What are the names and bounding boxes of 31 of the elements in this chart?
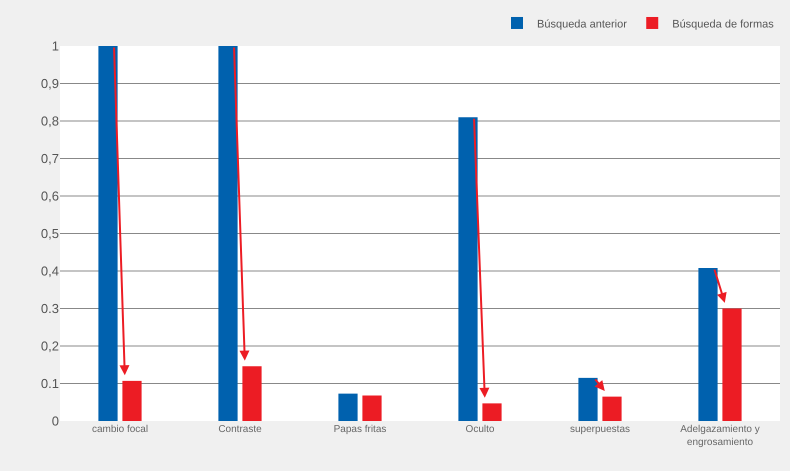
- y-tick-label: 0.1: [40, 376, 59, 392]
- x-tick-label: cambio focal: [92, 424, 148, 435]
- bar: [458, 117, 478, 421]
- y-tick-label: 0.3: [40, 301, 59, 316]
- y-tick-label: 0,7: [40, 151, 59, 166]
- bar: [722, 308, 742, 421]
- bar: [578, 378, 598, 421]
- x-tick-label: Contraste: [218, 424, 262, 435]
- bar: [338, 394, 358, 421]
- x-tick-label: Adelgazamiento y engrosamiento: [680, 424, 760, 448]
- x-tick-label: Papas fritas: [334, 424, 386, 435]
- x-tick-label: Oculto: [466, 424, 495, 435]
- bar: [362, 396, 382, 421]
- y-tick-label: 0,6: [40, 188, 59, 204]
- bar: [98, 46, 118, 421]
- legend-label: Búsqueda anterior: [537, 18, 628, 30]
- bar: [482, 403, 502, 421]
- y-tick-label: 0: [52, 414, 59, 429]
- y-tick-label: 0,4: [40, 264, 59, 279]
- legend-label: Búsqueda de formas: [672, 18, 774, 30]
- y-tick-label: 0,8: [40, 114, 59, 129]
- bar: [602, 396, 622, 421]
- bar: [218, 46, 238, 421]
- y-tick-label: 0,5: [40, 226, 59, 242]
- y-tick-label: 1: [52, 38, 59, 54]
- x-tick-label: superpuestas: [570, 424, 630, 435]
- y-tick-label: 0,9: [40, 76, 59, 92]
- y-tick-label: 0,2: [40, 338, 59, 354]
- bar: [698, 268, 718, 421]
- bar: [122, 380, 142, 421]
- bar: [242, 366, 262, 421]
